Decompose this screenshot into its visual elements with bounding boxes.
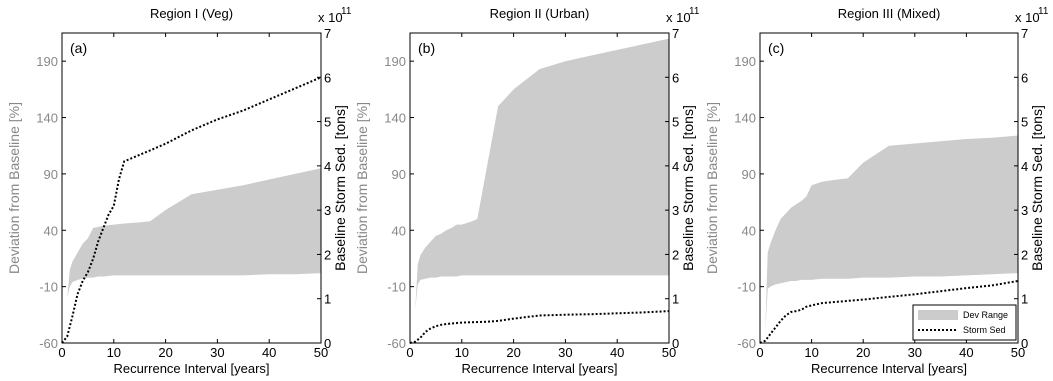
plot-frame xyxy=(409,32,670,344)
legend-label: Storm Sed xyxy=(963,325,1006,335)
y-right-tick-label: 5 xyxy=(324,115,331,130)
y-left-tick-label: 90 xyxy=(392,167,406,182)
y-left-axis-label: Deviation from Baseline [%] xyxy=(354,102,370,274)
y-right-tick-label: 2 xyxy=(1021,247,1028,262)
y-left-tick-label: 140 xyxy=(384,111,406,126)
y-left-tick-label: 40 xyxy=(44,223,58,238)
y-right-axis-label: Baseline Storm Sed. [tons] xyxy=(332,105,348,271)
y-right-tick-label: 3 xyxy=(324,203,331,218)
storm-sed-line xyxy=(409,310,670,344)
x-tick-label: 10 xyxy=(455,345,469,360)
chart-panel-3: 0 10 20 30 40 50 -60 -10 40 90 140 190 0 1 2 3 4 5 6 7x 101… xyxy=(704,6,1049,376)
y-right-tick-label: 3 xyxy=(1021,203,1028,218)
y-left-tick-label: -10 xyxy=(737,280,756,295)
legend-swatch-dev-range xyxy=(918,310,958,320)
y-right-tick-label: 5 xyxy=(1021,115,1028,130)
dev-range-area xyxy=(765,135,1018,332)
x-tick-label: 40 xyxy=(262,345,276,360)
panel-label: (a) xyxy=(70,40,87,56)
y-right-tick-label: 6 xyxy=(1021,70,1028,85)
x-axis-label: Recurrence Interval [years] xyxy=(811,361,967,376)
y-left-tick-label: -60 xyxy=(737,336,756,351)
y-right-tick-label: 6 xyxy=(672,70,679,85)
x-tick-label: 40 xyxy=(959,345,973,360)
x-tick-label: 20 xyxy=(158,345,172,360)
x-tick-label: 30 xyxy=(210,345,224,360)
y-right-tick-label: 4 xyxy=(324,159,331,174)
right-axis-exponent-power: 11 xyxy=(341,6,352,17)
y-right-tick-label: 2 xyxy=(324,247,331,262)
x-tick-label: 10 xyxy=(107,345,121,360)
right-axis-exponent-power: 11 xyxy=(1038,6,1049,17)
y-right-axis-label: Baseline Storm Sed. [tons] xyxy=(680,105,696,271)
right-axis-exponent: x 10 xyxy=(666,10,691,25)
chart-title: Region I (Veg) xyxy=(150,6,233,21)
y-left-tick-label: -60 xyxy=(387,336,406,351)
y-left-tick-label: 190 xyxy=(36,54,58,69)
y-right-tick-label: 7 xyxy=(672,26,679,41)
y-right-tick-label: 0 xyxy=(1021,336,1028,351)
x-tick-label: 30 xyxy=(908,345,922,360)
y-left-tick-label: 140 xyxy=(734,111,756,126)
chart-title: Region III (Mixed) xyxy=(838,6,941,21)
dev-range-area xyxy=(67,168,321,298)
y-left-tick-label: -60 xyxy=(39,336,58,351)
y-right-tick-label: 2 xyxy=(672,247,679,262)
x-tick-label: 40 xyxy=(610,345,624,360)
right-axis-exponent: x 10 xyxy=(1015,10,1040,25)
x-tick-label: 0 xyxy=(756,345,763,360)
y-left-tick-label: 190 xyxy=(384,54,406,69)
x-axis-label: Recurrence Interval [years] xyxy=(113,361,269,376)
x-tick-label: 0 xyxy=(406,345,413,360)
y-right-tick-label: 1 xyxy=(672,292,679,307)
storm-sed-line xyxy=(759,280,1019,344)
legend-label: Dev Range xyxy=(963,310,1008,320)
right-axis-exponent: x 10 xyxy=(318,10,343,25)
y-right-tick-label: 6 xyxy=(324,70,331,85)
y-right-tick-label: 5 xyxy=(672,115,679,130)
x-tick-label: 0 xyxy=(58,345,65,360)
dev-range-area xyxy=(415,38,669,310)
x-tick-label: 50 xyxy=(1011,345,1025,360)
x-tick-label: 10 xyxy=(804,345,818,360)
y-left-tick-label: -10 xyxy=(39,280,58,295)
y-right-tick-label: 4 xyxy=(1021,159,1028,174)
y-left-tick-label: 90 xyxy=(44,167,58,182)
y-left-axis-label: Deviation from Baseline [%] xyxy=(6,102,22,274)
y-left-tick-label: -10 xyxy=(387,280,406,295)
chart-panel-2: 0 10 20 30 40 50 -60 -10 40 90 140 190 0 1 2 3 4 5 6 7x 101… xyxy=(354,6,700,376)
y-left-tick-label: 140 xyxy=(36,111,58,126)
y-left-axis-label: Deviation from Baseline [%] xyxy=(704,102,720,274)
plot-frame xyxy=(759,32,1019,344)
panel-label: (b) xyxy=(418,40,435,56)
y-left-tick-label: 190 xyxy=(734,54,756,69)
y-right-tick-label: 0 xyxy=(672,336,679,351)
legend: Dev Range Storm Sed xyxy=(912,304,1017,341)
y-left-tick-label: 40 xyxy=(742,223,756,238)
y-right-tick-label: 1 xyxy=(1021,292,1028,307)
x-tick-label: 20 xyxy=(506,345,520,360)
panel-label: (c) xyxy=(768,40,784,56)
chart-title: Region II (Urban) xyxy=(490,6,590,21)
storm-sed-line xyxy=(61,76,322,344)
y-right-tick-label: 0 xyxy=(324,336,331,351)
x-tick-label: 50 xyxy=(314,345,328,360)
y-right-axis-label: Baseline Storm Sed. [tons] xyxy=(1029,105,1045,271)
x-tick-label: 30 xyxy=(558,345,572,360)
chart-panel-1: 0 10 20 30 40 50 -60 -10 40 90 140 190 0 1 2 3 4 5 6 7x 101… xyxy=(6,6,352,376)
plot-frame xyxy=(61,32,322,344)
x-axis-label: Recurrence Interval [years] xyxy=(461,361,617,376)
right-axis-exponent-power: 11 xyxy=(689,6,700,17)
y-left-tick-label: 90 xyxy=(742,167,756,182)
x-tick-label: 50 xyxy=(662,345,676,360)
x-tick-label: 20 xyxy=(856,345,870,360)
y-right-tick-label: 4 xyxy=(672,159,679,174)
y-right-tick-label: 1 xyxy=(324,292,331,307)
y-right-tick-label: 3 xyxy=(672,203,679,218)
y-right-tick-label: 7 xyxy=(324,26,331,41)
y-right-tick-label: 7 xyxy=(1021,26,1028,41)
y-left-tick-label: 40 xyxy=(392,223,406,238)
